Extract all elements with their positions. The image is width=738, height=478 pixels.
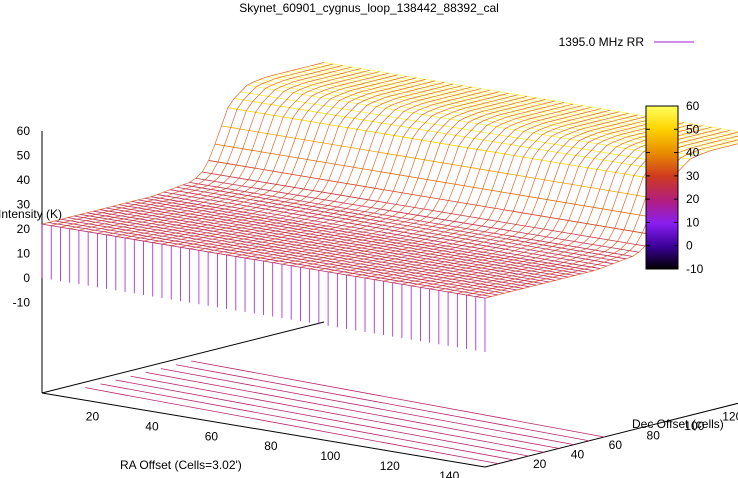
surface-dec-line bbox=[318, 108, 601, 271]
surface-dec-line bbox=[392, 120, 675, 284]
y-tick-label: 120 bbox=[722, 409, 738, 423]
y-tick-label: 40 bbox=[571, 447, 585, 461]
surface-dec-line bbox=[125, 75, 408, 239]
surface-dec-line bbox=[309, 106, 592, 270]
surface-dec-line bbox=[364, 116, 648, 279]
colorbar-tick-label: 10 bbox=[686, 215, 700, 229]
y-axis-line bbox=[484, 402, 738, 468]
z-tick-label: 30 bbox=[17, 198, 31, 212]
z-tick-label: 60 bbox=[17, 124, 31, 138]
surface-mesh bbox=[41, 62, 738, 465]
surface-dec-line bbox=[161, 82, 445, 245]
x-tick-label: 140 bbox=[439, 469, 459, 478]
surface-dec-line bbox=[457, 131, 738, 294]
x-tick-label: 80 bbox=[264, 439, 278, 453]
surface-dec-line bbox=[346, 112, 629, 276]
surface-dec-line bbox=[355, 114, 638, 277]
surface-dec-line bbox=[217, 91, 500, 254]
surface-dec-line bbox=[97, 71, 380, 234]
colorbar-tick-label: 60 bbox=[686, 99, 700, 113]
surface-dec-line bbox=[235, 94, 518, 257]
floor-contour-line bbox=[176, 364, 590, 442]
z-tick-label: 50 bbox=[17, 149, 31, 163]
surface-dec-line bbox=[272, 100, 555, 263]
surface-dec-line bbox=[401, 122, 684, 285]
surface-dec-line bbox=[466, 135, 738, 296]
chart-title: Skynet_60901_cygnus_loop_138442_88392_ca… bbox=[239, 1, 499, 15]
surface-dec-line bbox=[143, 79, 426, 242]
surface-dec-line bbox=[134, 77, 417, 240]
z-axis-label: Intensity (K) bbox=[0, 207, 62, 221]
surface-dec-line bbox=[189, 86, 472, 250]
surface-dec-line bbox=[475, 139, 738, 297]
z-tick-label: 20 bbox=[17, 222, 31, 236]
surface-dec-line bbox=[254, 97, 537, 260]
surface-dec-line bbox=[60, 65, 343, 228]
z-tick-label: 10 bbox=[17, 247, 31, 261]
floor-contour-line bbox=[115, 379, 529, 457]
x-tick-label: 60 bbox=[205, 429, 219, 443]
surface-dec-line bbox=[300, 105, 583, 268]
surface-dec-line bbox=[291, 103, 574, 267]
surface-dec-line bbox=[337, 111, 620, 274]
surface-dec-line bbox=[328, 109, 611, 273]
colorbar-gradient bbox=[645, 105, 679, 270]
z-tick-label: 0 bbox=[23, 271, 30, 285]
surface-dec-line bbox=[115, 74, 398, 237]
colorbar-tick-label: 30 bbox=[686, 169, 700, 183]
surface-dec-line bbox=[383, 119, 666, 282]
y-axis-label: Dec Offset (cells) bbox=[632, 417, 724, 431]
surface-dec-line bbox=[180, 85, 463, 248]
colorbar: 60 50 40 30 20 10 0 -10 bbox=[645, 99, 704, 276]
legend: 1395.0 MHz RR bbox=[559, 35, 694, 49]
surface-dec-line bbox=[198, 88, 481, 251]
surface-dec-line bbox=[244, 96, 528, 259]
y-tick-label: 80 bbox=[647, 428, 661, 442]
colorbar-tick-label: 0 bbox=[686, 239, 693, 253]
surface-dec-line bbox=[208, 89, 491, 253]
legend-entry-label: 1395.0 MHz RR bbox=[559, 35, 645, 49]
colorbar-tick-label: 40 bbox=[686, 146, 700, 160]
floor-contour-line bbox=[85, 387, 499, 465]
surface-dec-line bbox=[263, 99, 546, 262]
surface-dec-line bbox=[374, 117, 657, 280]
y-tick-label: 60 bbox=[609, 438, 623, 452]
x-tick-label: 20 bbox=[86, 409, 100, 423]
z-tick-label: 40 bbox=[17, 173, 31, 187]
floor-contour-line bbox=[145, 372, 559, 449]
tick-labels: 6050403020100-10204060801001201402040608… bbox=[13, 124, 738, 478]
floor-contour-line bbox=[130, 375, 544, 453]
surface-dec-line bbox=[106, 72, 389, 236]
y-tick-label: 20 bbox=[533, 457, 547, 471]
x-tick-label: 100 bbox=[320, 449, 340, 463]
surface-dec-line bbox=[88, 69, 371, 233]
colorbar-tick-label: -10 bbox=[686, 262, 704, 276]
colorbar-tick-label: 20 bbox=[686, 192, 700, 206]
x-axis-line bbox=[41, 392, 486, 468]
x-tick-label: 120 bbox=[380, 459, 400, 473]
surface-dec-line bbox=[41, 62, 325, 225]
axes bbox=[41, 131, 738, 468]
surface-dec-line bbox=[152, 80, 435, 243]
colorbar-tick-label: 50 bbox=[686, 122, 700, 136]
y-tick-label: 100 bbox=[684, 419, 704, 433]
surface-dec-line bbox=[448, 129, 731, 293]
z-tick-label: -10 bbox=[13, 296, 31, 310]
floor-contour-line bbox=[160, 368, 575, 445]
floor-back-edge bbox=[41, 321, 325, 394]
surface-dec-line bbox=[484, 143, 738, 299]
surface-dec-line bbox=[51, 63, 334, 226]
surface-dec-line bbox=[171, 83, 454, 247]
surface-dec-line bbox=[226, 92, 509, 256]
x-tick-label: 40 bbox=[145, 419, 159, 433]
surface-dec-line bbox=[78, 68, 361, 231]
x-axis-label: RA Offset (Cells=3.02') bbox=[120, 458, 242, 472]
floor-contour-line bbox=[100, 383, 514, 461]
floor-contour-line bbox=[191, 360, 605, 438]
surface-dec-line bbox=[69, 66, 352, 230]
surface-dec-line bbox=[281, 102, 565, 265]
